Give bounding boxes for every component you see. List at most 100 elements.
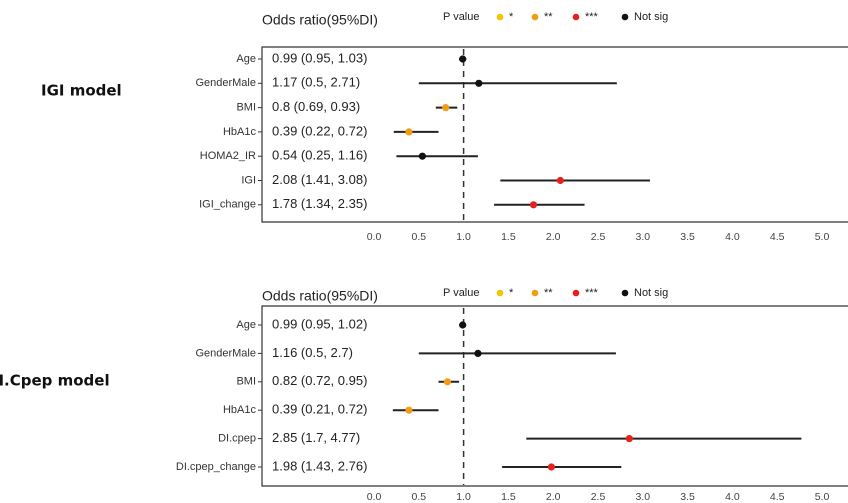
point-estimate <box>459 321 467 329</box>
x-tick-label: 1.5 <box>501 491 516 503</box>
point-estimate <box>475 79 483 87</box>
legend-swatch <box>572 289 580 297</box>
x-tick-label: 0.5 <box>411 491 426 503</box>
forest-row: BMI 0.82 (0.72, 0.95) <box>236 373 460 388</box>
odds-ratio-text: 0.99 (0.95, 1.02) <box>272 316 367 331</box>
odds-ratio-text: 2.08 (1.41, 3.08) <box>272 172 367 187</box>
x-tick-label: 2.0 <box>546 231 561 243</box>
legend-entry: * <box>509 11 514 23</box>
odds-ratio-text: 0.39 (0.21, 0.72) <box>272 402 367 417</box>
column-title: Odds ratio(95%DI) <box>262 12 378 28</box>
odds-ratio-text: 1.17 (0.5, 2.71) <box>272 75 360 90</box>
odds-ratio-text: 1.16 (0.5, 2.7) <box>272 345 353 360</box>
point-estimate <box>459 55 467 63</box>
variable-label: HOMA2_IR <box>200 150 256 162</box>
legend-entry: Not sig <box>634 11 668 23</box>
legend-entry: *** <box>585 287 599 299</box>
legend-swatch <box>496 289 504 297</box>
x-tick-label: 3.5 <box>680 491 695 503</box>
forest-row: HbA1c 0.39 (0.21, 0.72) <box>223 402 439 417</box>
point-estimate <box>442 104 450 112</box>
x-tick-label: 5.0 <box>815 491 830 503</box>
x-tick-label: 4.0 <box>725 231 740 243</box>
x-tick-label: 4.5 <box>770 231 785 243</box>
point-estimate <box>405 128 413 136</box>
legend: P value * ** *** Not sig <box>443 11 668 23</box>
point-estimate <box>405 406 413 414</box>
legend-swatch <box>621 289 629 297</box>
x-tick-label: 2.0 <box>546 491 561 503</box>
odds-ratio-text: 2.85 (1.7, 4.77) <box>272 430 360 445</box>
odds-ratio-text: 0.8 (0.69, 0.93) <box>272 99 360 114</box>
variable-label: HbA1c <box>223 404 257 416</box>
variable-label: Age <box>236 319 256 331</box>
forest-row: HbA1c 0.39 (0.22, 0.72) <box>223 123 439 138</box>
forest-row: Age 0.99 (0.95, 1.03) <box>236 50 467 65</box>
variable-label: BMI <box>236 102 256 114</box>
legend-entry: Not sig <box>634 287 668 299</box>
column-title: Odds ratio(95%DI) <box>262 288 378 304</box>
forest-row: GenderMale 1.17 (0.5, 2.71) <box>195 75 617 90</box>
model-label: IGI model <box>41 82 122 100</box>
legend-title: P value <box>443 11 480 23</box>
point-estimate <box>418 152 426 160</box>
x-tick-label: 3.5 <box>680 231 695 243</box>
variable-label: BMI <box>236 376 256 388</box>
forest-row: GenderMale 1.16 (0.5, 2.7) <box>195 345 616 360</box>
model-label: DI.Cpep model <box>0 372 110 390</box>
legend-swatch <box>531 13 539 21</box>
legend-swatch <box>531 289 539 297</box>
variable-label: IGI <box>241 174 256 186</box>
variable-label: DI.cpep_change <box>176 461 256 473</box>
point-estimate <box>625 435 633 443</box>
odds-ratio-text: 0.82 (0.72, 0.95) <box>272 373 367 388</box>
variable-label: HbA1c <box>223 126 257 138</box>
variable-label: GenderMale <box>195 77 256 89</box>
legend: P value * ** *** Not sig <box>443 287 668 299</box>
x-tick-label: 1.0 <box>456 491 471 503</box>
legend-swatch <box>572 13 580 21</box>
x-tick-label: 2.5 <box>591 231 606 243</box>
x-tick-label: 0.0 <box>367 491 382 503</box>
variable-label: Age <box>236 53 256 65</box>
legend-title: P value <box>443 287 480 299</box>
forest-row: IGI_change 1.78 (1.34, 2.35) <box>199 196 585 211</box>
x-tick-label: 1.5 <box>501 231 516 243</box>
variable-label: IGI_change <box>199 199 256 211</box>
x-tick-label: 0.0 <box>367 231 382 243</box>
odds-ratio-text: 1.78 (1.34, 2.35) <box>272 196 367 211</box>
point-estimate <box>474 349 482 357</box>
x-tick-label: 5.0 <box>815 231 830 243</box>
x-tick-label: 1.0 <box>456 231 471 243</box>
forest-row: IGI 2.08 (1.41, 3.08) <box>241 172 650 187</box>
x-tick-label: 4.0 <box>725 491 740 503</box>
point-estimate <box>556 176 564 185</box>
forest-row: Age 0.99 (0.95, 1.02) <box>236 316 467 331</box>
point-estimate <box>443 378 452 386</box>
legend-entry: *** <box>585 11 599 23</box>
legend-entry: * <box>509 287 514 299</box>
point-estimate <box>529 201 538 209</box>
x-tick-label: 4.5 <box>770 491 785 503</box>
x-tick-label: 3.0 <box>635 491 650 503</box>
plot-frame <box>261 305 848 487</box>
legend-entry: ** <box>544 11 553 23</box>
forest-row: HOMA2_IR 0.54 (0.25, 1.16) <box>200 148 478 163</box>
forest-row: DI.cpep 2.85 (1.7, 4.77) <box>218 430 802 445</box>
plot-frame <box>261 46 848 223</box>
legend-swatch <box>621 13 629 21</box>
odds-ratio-text: 0.39 (0.22, 0.72) <box>272 123 367 138</box>
variable-label: GenderMale <box>195 347 256 359</box>
forest-row: BMI 0.8 (0.69, 0.93) <box>236 99 458 114</box>
variable-label: DI.cpep <box>218 433 256 445</box>
forest-row: DI.cpep_change 1.98 (1.43, 2.76) <box>176 458 622 473</box>
x-tick-label: 0.5 <box>411 231 426 243</box>
x-tick-label: 3.0 <box>635 231 650 243</box>
x-tick-label: 2.5 <box>591 491 606 503</box>
point-estimate <box>547 463 556 471</box>
legend-entry: ** <box>544 287 553 299</box>
odds-ratio-text: 0.99 (0.95, 1.03) <box>272 50 367 65</box>
